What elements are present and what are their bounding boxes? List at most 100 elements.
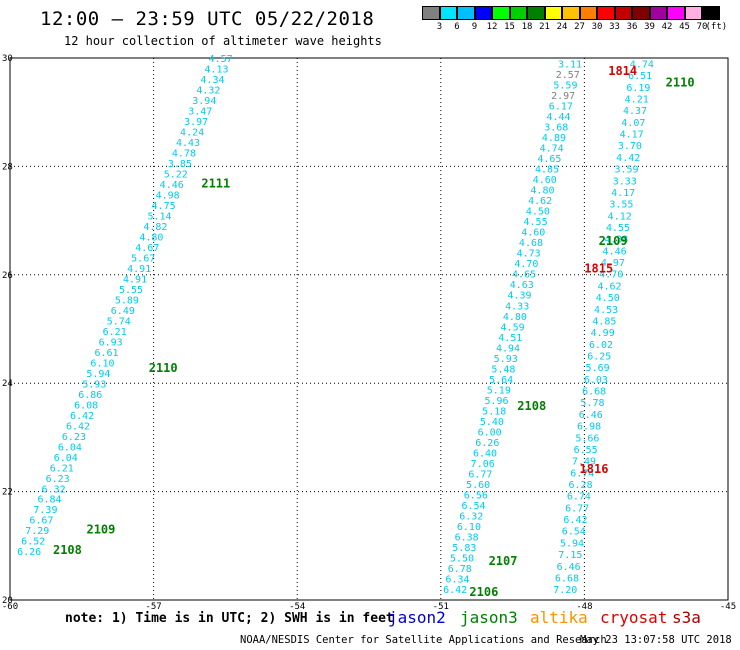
wave-height-value: 4.38 [604, 235, 628, 246]
scale-swatch [474, 6, 492, 20]
wave-height-value: 5.60 [466, 480, 490, 491]
wave-height-value: 5.94 [560, 538, 584, 549]
wave-height-value: 6.42 [443, 585, 467, 596]
wave-height-value: 4.44 [547, 112, 571, 123]
wave-height-value: 6.23 [46, 474, 70, 485]
wave-height-value: 6.56 [464, 491, 488, 502]
wave-height-value: 6.46 [557, 562, 581, 573]
wave-height-value: 5.78 [580, 398, 604, 409]
pass-time-label: 2110 [666, 75, 695, 89]
wave-height-value: 4.37 [623, 106, 647, 117]
wave-height-value: 5.74 [107, 316, 131, 327]
wave-height-value: 6.32 [42, 484, 66, 495]
scale-swatch [527, 6, 545, 20]
scale-label: 70 [696, 22, 708, 32]
x-tick-label: -51 [433, 602, 449, 610]
wave-height-value: 4.39 [507, 291, 531, 302]
wave-height-value: 3.33 [613, 176, 637, 187]
wave-height-value: 6.38 [455, 533, 479, 544]
pass-time-label: 2108 [517, 399, 546, 413]
wave-height-value: 4.21 [625, 94, 649, 105]
wave-height-value: 4.80 [503, 312, 527, 323]
wave-height-value: 5.14 [147, 211, 171, 222]
wave-height-value: 6.02 [589, 340, 613, 351]
wave-height-value: 4.34 [200, 75, 224, 86]
wave-height-value: 4.99 [591, 328, 615, 339]
pass-time-label: 1816 [580, 462, 609, 476]
scale-label: 42 [661, 22, 673, 32]
axis-ticks: -60 -57 -54 -51 -48 -45 20 22 24 26 28 30 [2, 54, 736, 610]
wave-height-value: 4.62 [528, 196, 552, 207]
scale-swatch [562, 6, 580, 20]
wave-height-value: 4.60 [533, 175, 557, 186]
scale-swatch [457, 6, 475, 20]
wave-height-value: 6.32 [459, 512, 483, 523]
wave-height-value: 6.10 [90, 358, 114, 369]
wave-height-value: 4.82 [143, 222, 167, 233]
wave-height-value: 6.61 [95, 348, 119, 359]
pass-time-label: 1815 [584, 261, 613, 275]
wave-height-value: 6.54 [461, 501, 485, 512]
scale-swatch [614, 6, 632, 20]
wave-height-value: 6.68 [555, 573, 579, 584]
wave-height-value: 4.89 [542, 133, 566, 144]
wave-height-value: 4.74 [630, 59, 654, 70]
wave-height-value: 3.68 [544, 123, 568, 134]
scale-swatch [649, 6, 667, 20]
wave-height-value: 6.46 [579, 410, 603, 421]
y-tick-label: 28 [2, 162, 13, 172]
scale-label: 18 [521, 22, 533, 32]
x-tick-label: -57 [145, 602, 161, 610]
wave-height-value: 6.55 [574, 445, 598, 456]
wave-height-value: 4.32 [196, 85, 220, 96]
wave-height-value: 4.46 [603, 246, 627, 257]
wave-height-value: 7.49 [572, 457, 596, 468]
wave-height-value: 6.03 [584, 375, 608, 386]
wave-height-value: 3.55 [609, 200, 633, 211]
wave-height-value: 4.80 [530, 186, 554, 197]
wave-height-value: 6.93 [99, 337, 123, 348]
scale-label: 30 [591, 22, 603, 32]
pass-time-label: 2110 [149, 361, 178, 375]
wave-height-value: 4.13 [204, 64, 228, 75]
chart-title: 12:00 – 23:59 UTC 05/22/2018 [40, 8, 375, 30]
wave-height-value: 3.11 [558, 59, 582, 70]
wave-height-value: 7.15 [558, 550, 582, 561]
x-tick-label: -54 [289, 602, 305, 610]
scale-label: 6 [454, 22, 460, 32]
pass-time-label: 2108 [53, 543, 82, 557]
timestamp-text: May 23 13:07:58 UTC 2018 [580, 634, 732, 646]
wave-height-value: 4.70 [599, 270, 623, 281]
pass-time-label: 2107 [489, 554, 518, 568]
credit-text: NOAA/NESDIS Center for Satellite Applica… [240, 634, 607, 646]
wave-height-value: 6.40 [473, 448, 497, 459]
wave-height-value: 4.43 [176, 138, 200, 149]
scale-label: 36 [626, 22, 638, 32]
wave-height-value: 6.68 [582, 387, 606, 398]
scale-swatch [439, 6, 457, 20]
y-tick-label: 22 [2, 488, 13, 498]
x-tick-label: -48 [576, 602, 592, 610]
wave-height-value: 6.26 [475, 438, 499, 449]
wave-height-value: 4.98 [156, 190, 180, 201]
wave-height-value: 3.59 [614, 165, 638, 176]
wave-height-value: 5.48 [491, 364, 515, 375]
wave-height-values: 6.266.527.296.677.396.846.326.236.216.04… [17, 54, 654, 596]
wave-height-value: 6.98 [577, 422, 601, 433]
wave-height-value: 4.70 [514, 259, 538, 270]
wave-height-value: 2.57 [556, 70, 580, 81]
wave-height-value: 6.04 [58, 442, 82, 453]
wave-height-value: 5.55 [119, 285, 143, 296]
scale-label: 39 [644, 22, 655, 32]
wave-height-value: 6.42 [563, 515, 587, 526]
wave-height-value: 4.63 [510, 280, 534, 291]
plot-frame [9, 57, 729, 601]
wave-height-value: 6.86 [78, 390, 102, 401]
wave-height-value: 6.54 [562, 527, 586, 538]
wave-height-value: 6.74 [567, 492, 591, 503]
y-tick-label: 24 [2, 379, 13, 389]
wave-height-value: 4.97 [601, 258, 625, 269]
pass-time-label: 2109 [86, 523, 115, 537]
wave-height-value: 4.12 [608, 211, 632, 222]
wave-height-value: 5.59 [553, 80, 577, 91]
